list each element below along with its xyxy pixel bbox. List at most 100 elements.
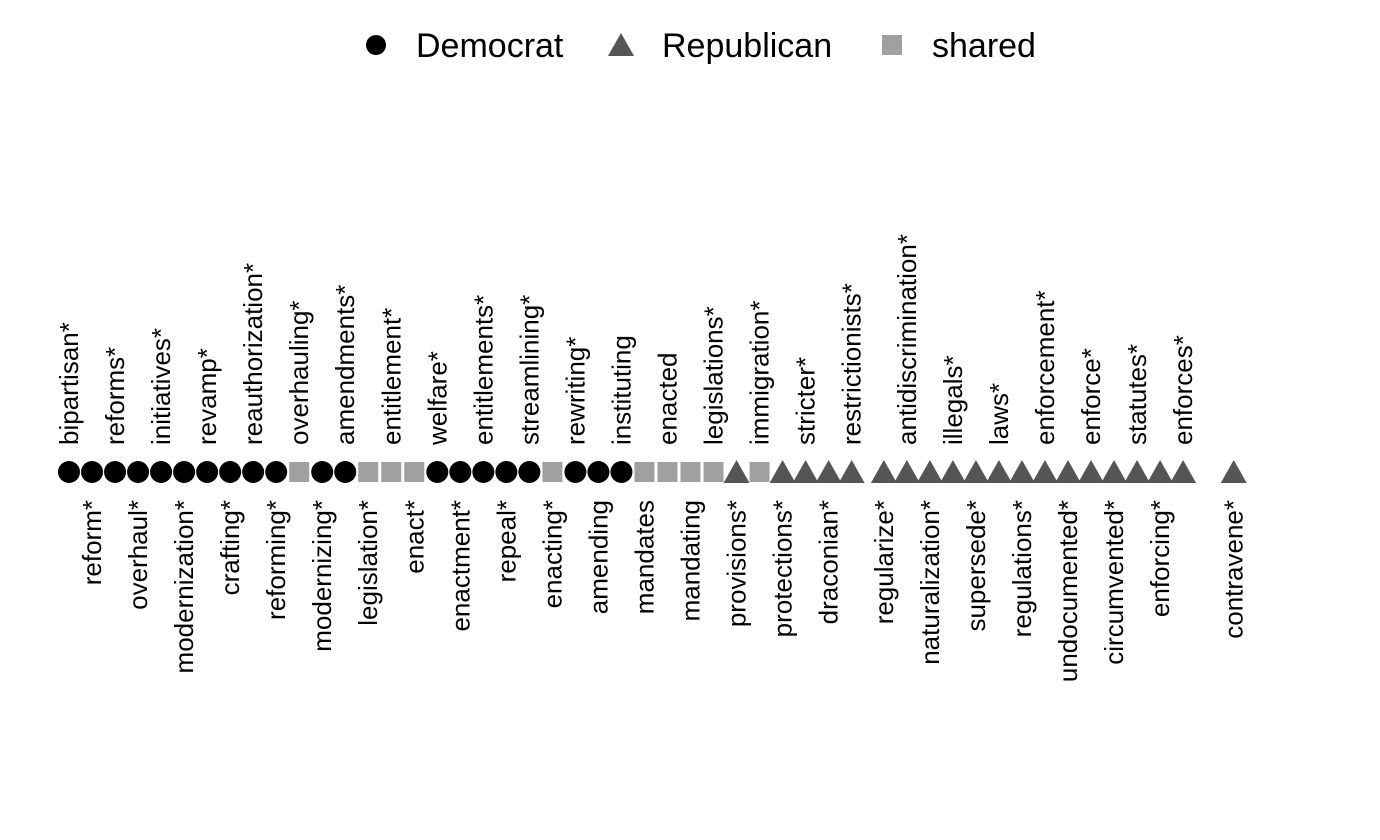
word-label: reforming* (261, 500, 291, 620)
word-label: amending (583, 500, 613, 614)
point-marker-republican (893, 460, 920, 483)
point-marker-republican (916, 460, 943, 483)
point-marker-democrat (219, 461, 242, 483)
point-marker-democrat (426, 461, 449, 483)
word-label: instituting (606, 335, 636, 445)
legend-label-democrat: Democrat (416, 27, 564, 65)
point-marker-shared (289, 462, 310, 482)
point-marker-republican (1078, 460, 1105, 483)
word-label: repeal* (491, 500, 521, 582)
point-marker-republican (1101, 460, 1128, 483)
word-label: bipartisan* (54, 322, 84, 445)
legend: Democrat Republican shared (366, 27, 1036, 65)
word-label: provisions* (722, 500, 752, 627)
word-label: mandates (629, 500, 659, 614)
point-marker-democrat (150, 461, 173, 483)
word-label: entitlement* (376, 308, 406, 445)
point-marker-republican (1031, 460, 1058, 483)
point-marker-democrat (127, 461, 150, 483)
point-marker-republican (870, 460, 897, 483)
point-marker-republican (1055, 460, 1082, 483)
point-marker-shared (404, 462, 425, 482)
legend-label-republican: Republican (662, 27, 832, 65)
point-marker-democrat (472, 461, 495, 483)
point-marker-shared (381, 462, 402, 482)
point-marker-democrat (58, 461, 80, 483)
point-marker-democrat (518, 461, 541, 483)
point-marker-republican (815, 460, 842, 483)
word-label: reauthorization* (238, 263, 268, 445)
word-label: enforce* (1076, 348, 1106, 445)
word-label: modernizing* (307, 500, 337, 652)
word-label: enforces* (1168, 335, 1198, 445)
point-marker-republican (962, 460, 989, 483)
word-label: enacting* (537, 500, 567, 608)
word-label: enact* (399, 500, 429, 574)
point-marker-democrat (242, 461, 265, 483)
chart-marks (58, 460, 1247, 483)
point-marker-democrat (587, 461, 610, 483)
point-marker-democrat (196, 461, 219, 483)
legend-marker-republican (608, 33, 634, 56)
point-marker-democrat (81, 461, 104, 483)
point-marker-shared (680, 462, 701, 482)
word-label: welfare* (422, 351, 452, 446)
word-label: enacted (652, 352, 682, 445)
word-labels: bipartisan* reform* reforms* overhaul* initi… (54, 234, 1249, 682)
word-label: legislations* (699, 306, 729, 445)
word-label: modernization* (169, 500, 199, 673)
word-label: regularize* (869, 500, 899, 624)
word-label: undocumented* (1053, 500, 1083, 682)
point-marker-republican (1170, 460, 1197, 483)
point-marker-democrat (610, 461, 633, 483)
word-label: enforcement* (1030, 290, 1060, 445)
point-marker-shared (749, 462, 770, 482)
word-label: enactment* (445, 500, 475, 632)
point-marker-republican (1008, 460, 1035, 483)
point-marker-republican (769, 460, 796, 483)
word-label: antidiscrimination* (892, 234, 922, 445)
point-marker-republican (1124, 460, 1151, 483)
word-label: reforms* (100, 347, 130, 445)
legend-marker-democrat (366, 35, 386, 55)
word-label: naturalization* (915, 500, 945, 665)
word-label: supersede* (961, 500, 991, 632)
word-label: overhauling* (284, 300, 314, 445)
point-marker-shared (358, 462, 379, 482)
word-label: enforcing* (1145, 500, 1175, 617)
word-label: revamp* (192, 348, 222, 445)
word-label: mandating (676, 500, 706, 621)
point-marker-democrat (449, 461, 472, 483)
point-marker-republican (985, 460, 1012, 483)
word-label: entitlements* (468, 295, 498, 445)
word-label: circumvented* (1099, 500, 1129, 665)
word-label: legislation* (353, 500, 383, 626)
point-marker-democrat (173, 461, 196, 483)
word-label: draconian* (814, 500, 844, 624)
point-marker-republican (723, 460, 750, 483)
point-marker-democrat (311, 461, 334, 483)
word-label: statutes* (1122, 344, 1152, 445)
word-label: crafting* (215, 500, 245, 595)
point-marker-republican (792, 460, 819, 483)
point-marker-shared (542, 462, 563, 482)
word-label: restrictionists* (837, 283, 867, 445)
point-marker-democrat (564, 461, 587, 483)
word-label: initiatives* (146, 328, 176, 445)
word-label: illegals* (938, 355, 968, 445)
word-label: contravene* (1219, 500, 1249, 639)
point-marker-democrat (265, 461, 288, 483)
word-label: stricter* (791, 357, 821, 445)
point-marker-republican (1147, 460, 1174, 483)
word-label: streamlining* (514, 295, 544, 445)
word-label: amendments* (330, 285, 360, 445)
point-marker-democrat (334, 461, 357, 483)
legend-label-shared: shared (932, 27, 1036, 65)
point-marker-shared (703, 462, 724, 482)
word-label: overhaul* (123, 500, 153, 610)
word-label: rewriting* (560, 337, 590, 445)
point-marker-shared (634, 462, 655, 482)
point-marker-republican (1220, 460, 1247, 483)
legend-marker-shared (882, 35, 902, 55)
word-label: reform* (77, 500, 107, 585)
